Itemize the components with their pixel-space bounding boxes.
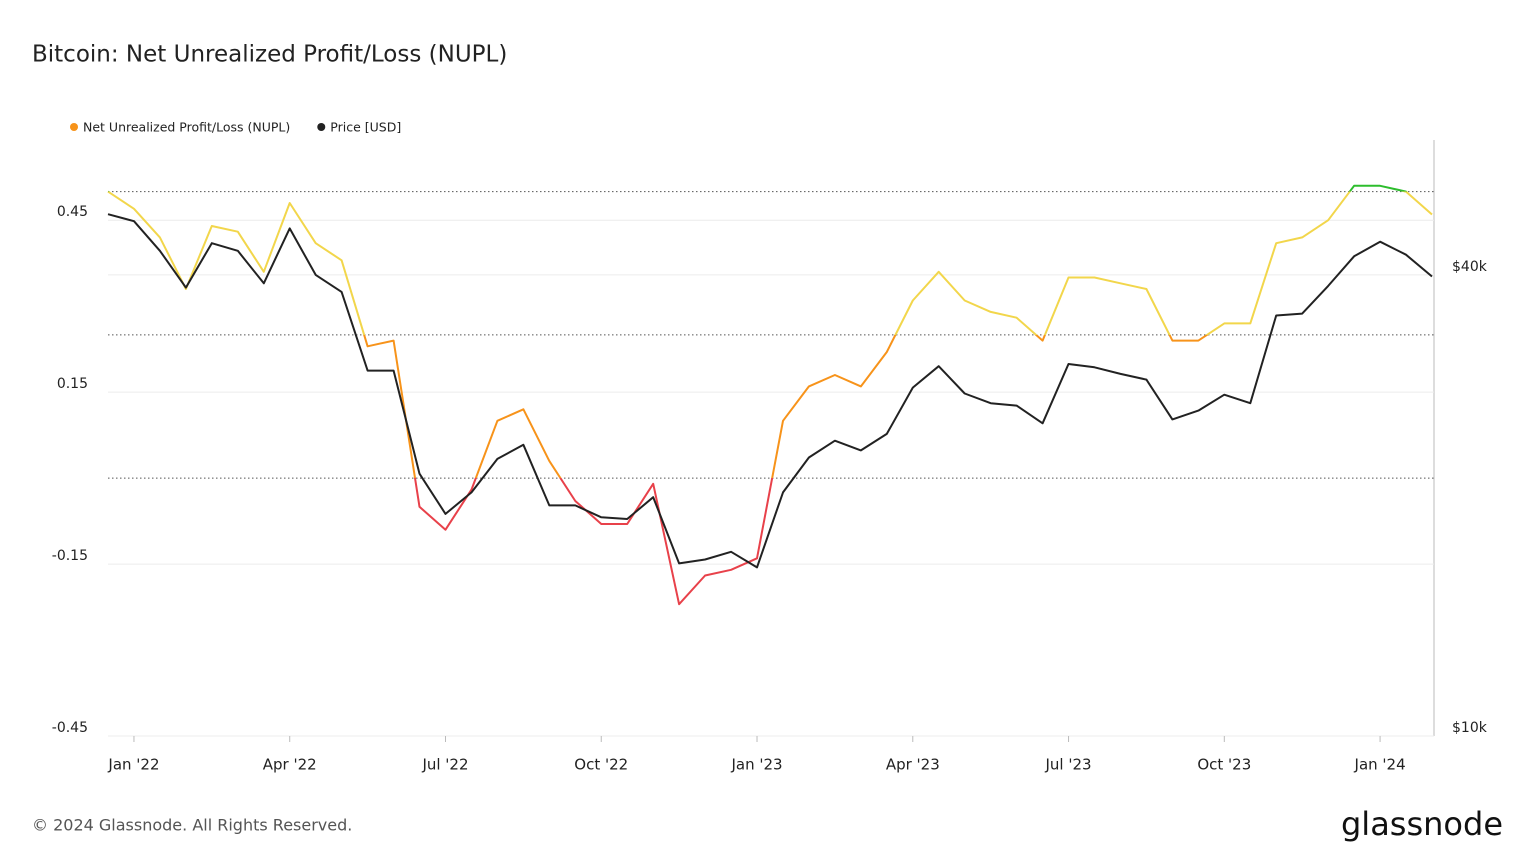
x-tick-label: Apr '23: [886, 756, 940, 774]
series-line: [107, 213, 1433, 569]
x-tick-label: Oct '22: [574, 756, 628, 774]
chart-title: Bitcoin: Net Unrealized Profit/Loss (NUP…: [32, 42, 507, 68]
series-line: [107, 184, 1433, 606]
y-tick-label: 0.15: [57, 376, 88, 392]
x-tick-label: Jan '23: [730, 756, 782, 774]
y-tick-label: -0.15: [52, 548, 88, 564]
legend-label: Net Unrealized Profit/Loss (NUPL): [83, 120, 290, 135]
y2-tick-label: $10k: [1452, 720, 1488, 736]
brand-logo: glassnode: [1341, 805, 1503, 843]
x-tick-label: Jan '22: [107, 756, 159, 774]
y-tick-label: 0.45: [57, 204, 88, 220]
legend-label: Price [USD]: [330, 120, 401, 135]
x-tick-label: Jul '22: [421, 756, 468, 774]
footer: © 2024 Glassnode. All Rights Reserved.: [32, 816, 352, 835]
x-tick-label: Jan '24: [1354, 756, 1406, 774]
x-tick-label: Oct '23: [1197, 756, 1251, 774]
y2-tick-label: $40k: [1452, 259, 1488, 275]
y-tick-label: -0.45: [52, 720, 88, 736]
legend-marker: [70, 123, 78, 131]
x-tick-label: Jul '23: [1045, 756, 1092, 774]
x-tick-label: Apr '22: [263, 756, 317, 774]
legend-marker: [317, 123, 326, 131]
